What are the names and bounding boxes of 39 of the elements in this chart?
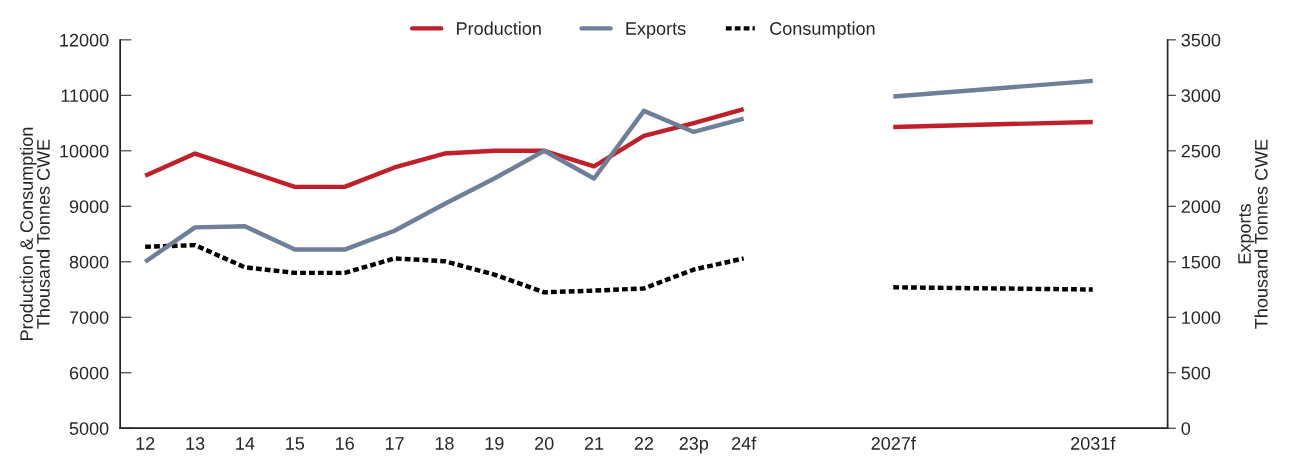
y-tick-label: 7000 (69, 311, 109, 324)
y-tick-label: 12000 (60, 33, 109, 47)
y2-tick-label: 1000 (1182, 311, 1221, 324)
y2-tick-label: 3000 (1181, 89, 1221, 103)
y-tick-label: 10000 (60, 144, 109, 158)
y2-tick-label: 2000 (1181, 200, 1221, 214)
legend-label: Consumption (770, 21, 875, 39)
y2-tick-label: 3500 (1181, 33, 1221, 47)
y-tick-label: 11000 (61, 89, 109, 103)
y-tick-label: 8000 (69, 255, 109, 269)
y-tick-label: 5000 (69, 422, 109, 435)
x-tick-label: 14 (236, 437, 255, 450)
x-tick-label: 22 (634, 437, 654, 450)
x-tick-label: 17 (385, 437, 404, 450)
y2-axis-title: Exports Thousand Tonnes CWE (1238, 139, 1268, 329)
line-series (142, 106, 746, 190)
line-series (142, 242, 746, 295)
x-tick-label: 23p (679, 437, 709, 454)
y-tick-label: 6000 (69, 366, 109, 380)
x-tick-label: 16 (336, 437, 354, 450)
y2-tick-label: 1500 (1182, 255, 1221, 269)
line-series (142, 108, 746, 264)
x-tick-label: 15 (286, 437, 305, 450)
x-tick-label: 2031f (1071, 436, 1116, 450)
x-tick-label: 13 (186, 437, 205, 450)
x-tick-label: 18 (435, 437, 454, 450)
y-tick-label: 9000 (69, 200, 109, 214)
y2-tick-label: 2500 (1181, 144, 1221, 158)
y2-tick-label: 500 (1181, 366, 1211, 380)
x-tick-label: 19 (485, 437, 504, 450)
legend-label: Production (457, 21, 541, 35)
y2-tick-label: 0 (1181, 422, 1191, 435)
legend-label: Exports (626, 22, 686, 39)
x-tick-label: 21 (584, 437, 604, 450)
y-axis-title: Production & Consumption Thousand Tonnes CWE (19, 127, 50, 340)
x-tick-label: 12 (136, 437, 155, 450)
x-tick-label: 2027f (871, 436, 916, 450)
x-tick-label: 24f (732, 436, 757, 450)
x-tick-label: 20 (535, 437, 554, 450)
